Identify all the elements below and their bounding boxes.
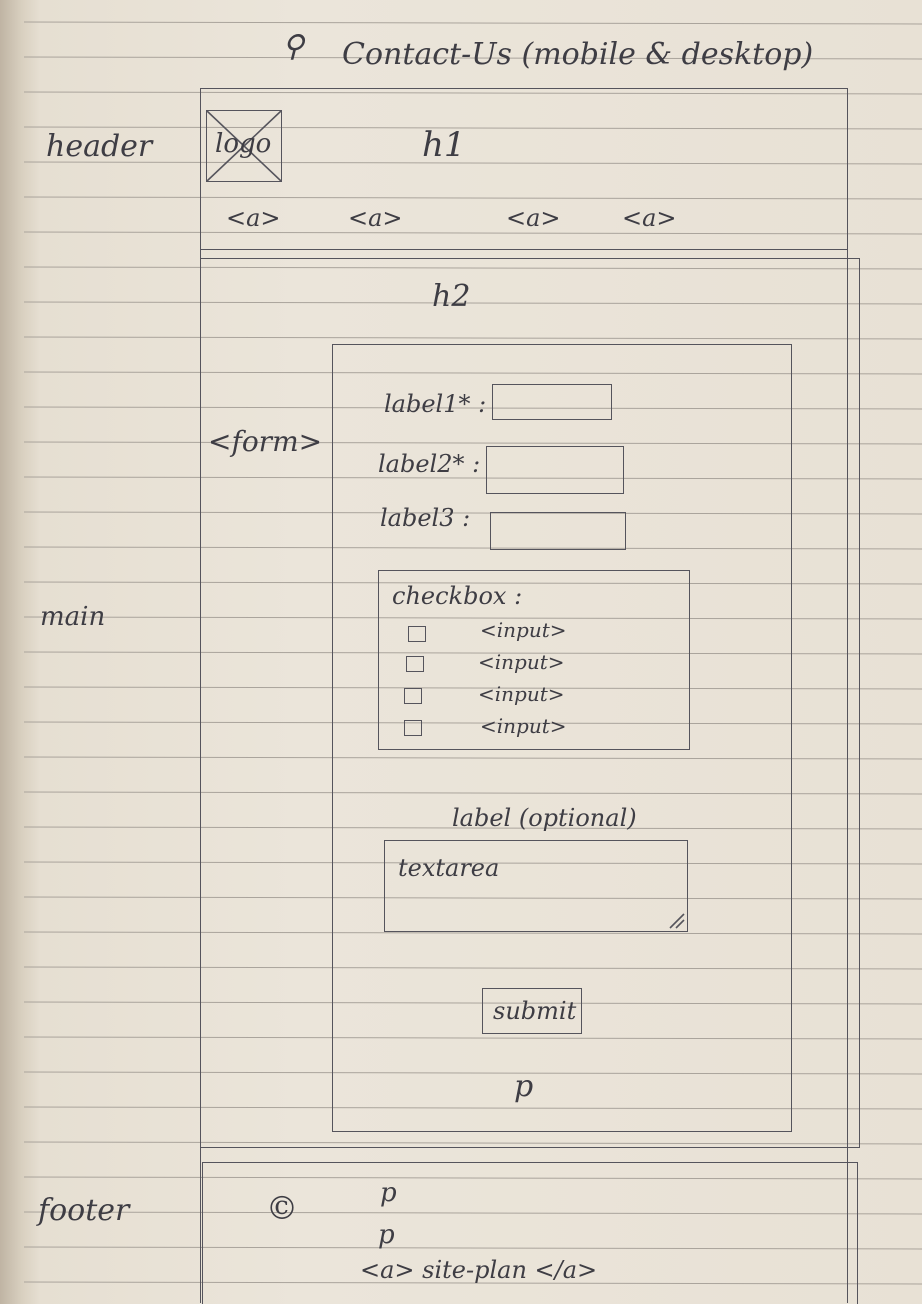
logo-placeholder: logo	[206, 110, 282, 182]
checkbox-fieldset	[378, 570, 690, 750]
h1-heading: h1	[422, 125, 466, 165]
submit-label: submit	[493, 997, 577, 1025]
checkbox-4[interactable]	[404, 720, 422, 736]
checkbox-2[interactable]	[406, 656, 424, 672]
checkbox-legend: checkbox :	[392, 582, 523, 610]
ruled-line	[23, 21, 922, 25]
footer-paragraph-2: p	[378, 1220, 395, 1250]
textarea-label: label (optional)	[452, 804, 637, 832]
copyright-icon: ©	[266, 1189, 298, 1227]
field-label-3: label3 :	[380, 504, 471, 532]
main-region	[200, 258, 860, 1148]
submit-button[interactable]: submit	[482, 988, 582, 1034]
nav-link-1[interactable]: <a>	[226, 204, 281, 232]
message-textarea[interactable]	[384, 840, 688, 932]
resize-handle-icon[interactable]	[666, 910, 686, 930]
nav-link-3[interactable]: <a>	[506, 204, 561, 232]
nav-link-4[interactable]: <a>	[622, 204, 677, 232]
footer-side-label: footer	[38, 1193, 130, 1228]
image-placeholder-icon	[207, 111, 281, 181]
checkbox-3[interactable]	[404, 688, 422, 704]
lightbulb-icon: ⚲	[282, 29, 304, 64]
footer-region	[202, 1162, 858, 1304]
form-side-label: <form>	[208, 425, 323, 458]
checkbox-input-label-2: <input>	[478, 650, 565, 674]
textarea-placeholder: textarea	[398, 854, 500, 882]
site-plan-link[interactable]: <a> site-plan </a>	[360, 1256, 598, 1284]
checkbox-input-label-1: <input>	[480, 618, 567, 642]
field-label-2: label2* :	[378, 450, 481, 478]
footer-paragraph-1: p	[380, 1178, 397, 1208]
nav-link-2[interactable]: <a>	[348, 204, 403, 232]
checkbox-input-label-3: <input>	[478, 682, 565, 706]
page-title: Contact-Us (mobile & desktop)	[342, 37, 814, 72]
h2-heading: h2	[432, 279, 471, 314]
header-region	[200, 88, 848, 250]
checkbox-1[interactable]	[408, 626, 426, 642]
form-container	[332, 344, 792, 1132]
form-paragraph: p	[514, 1069, 534, 1104]
text-input-2[interactable]	[486, 446, 624, 494]
main-side-label: main	[40, 602, 106, 632]
header-side-label: header	[46, 129, 153, 164]
text-input-1[interactable]	[492, 384, 612, 420]
checkbox-input-label-4: <input>	[480, 714, 567, 738]
text-input-3[interactable]	[490, 512, 626, 550]
field-label-1: label1* :	[384, 390, 487, 418]
logo-text: logo	[215, 129, 272, 159]
